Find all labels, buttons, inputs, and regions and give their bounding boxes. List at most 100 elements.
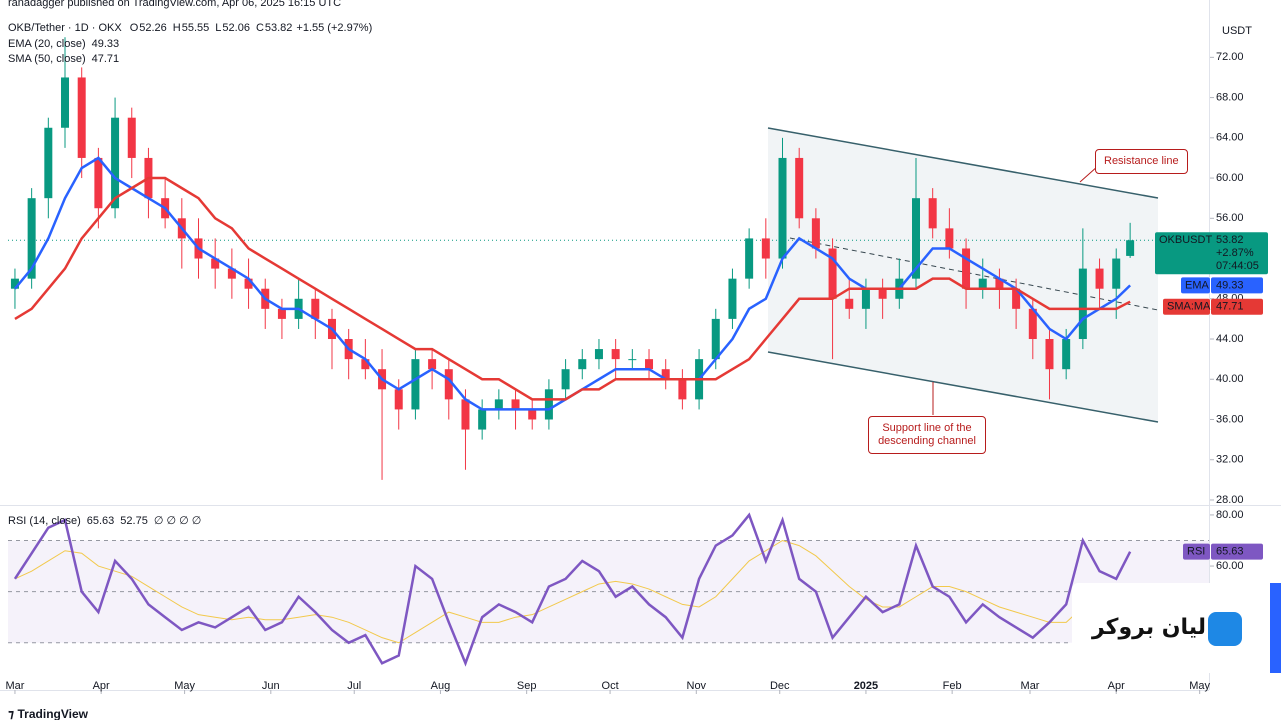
x-tick-label: Aug	[431, 680, 451, 692]
candle-body	[10, 278, 19, 289]
logo-bar	[1270, 583, 1281, 673]
ma-line	[14, 176, 1131, 401]
footer: ⁊ TradingView	[8, 707, 88, 720]
candle-body	[911, 198, 920, 279]
candle-body	[645, 359, 654, 370]
legend-item: 52.06	[222, 22, 250, 34]
tag-value-bg	[1211, 298, 1263, 315]
tag-value: 47.71	[1216, 301, 1244, 313]
y-tick-label: 80.00	[1216, 509, 1244, 521]
candle-body	[678, 379, 687, 400]
candle-body	[111, 117, 120, 209]
y-tick-label: 40.00	[1216, 373, 1244, 385]
publisher: ranadagger published on TradingView.com,…	[8, 0, 341, 9]
candle-body	[628, 359, 637, 361]
candle-body	[77, 77, 86, 158]
candle-body	[928, 198, 937, 229]
x-tick-label: Dec	[770, 680, 790, 692]
tag-name-bg	[1181, 277, 1210, 294]
candle-body	[361, 359, 370, 370]
annotation: Support line of the descending channel	[868, 416, 986, 454]
x-tick-label: Nov	[687, 680, 707, 692]
price-tag-symbol: OKBUSDT	[1159, 234, 1212, 246]
x-tick-label: Sep	[517, 680, 537, 692]
tag-value: 65.63	[1216, 546, 1244, 558]
support-line	[767, 351, 1159, 423]
y-tick-label: 44.00	[1216, 333, 1244, 345]
candle-body	[711, 318, 720, 360]
price-tag-change: +2.87%	[1216, 247, 1254, 259]
logo-icon	[1208, 612, 1242, 646]
price-tag-value: 53.82	[1216, 234, 1244, 246]
candle-body	[461, 399, 470, 430]
tag-name-bg	[1183, 543, 1210, 560]
y-tick-label: 56.00	[1216, 212, 1244, 224]
candle-body	[978, 278, 987, 289]
logo-box: لیان بروکر	[1072, 583, 1270, 673]
legend-item: 47.71	[92, 53, 120, 65]
x-tick-label: May	[1189, 680, 1210, 692]
candle-body	[795, 157, 804, 219]
tag-name: SMA:MA	[1167, 301, 1211, 313]
candle-body	[578, 359, 587, 370]
candle-body	[428, 359, 437, 370]
y-tick-label: 72.00	[1216, 51, 1244, 63]
candle-body	[44, 127, 53, 199]
candle-body	[761, 238, 770, 259]
candle-body	[311, 298, 320, 319]
x-tick-label: Oct	[602, 680, 619, 692]
candle-body	[1012, 288, 1021, 309]
legend-item: 53.82	[265, 22, 293, 34]
candle-body	[728, 278, 737, 319]
candle-body	[861, 288, 870, 309]
legend-item: 52.75	[120, 515, 148, 527]
candle-body	[27, 198, 36, 279]
candle-body	[745, 238, 754, 279]
resistance-line	[767, 127, 1159, 199]
tag-value: 49.33	[1216, 279, 1244, 291]
x-tick-label: Jun	[262, 680, 280, 692]
candle-body	[1078, 268, 1087, 340]
y-tick-label: 36.00	[1216, 413, 1244, 425]
candle-body	[594, 349, 603, 360]
candle-body	[845, 298, 854, 309]
x-tick-label: Apr	[93, 680, 110, 692]
candle-body	[127, 117, 136, 158]
legend-item: H	[173, 22, 181, 34]
legend-item: EMA (20, close)	[8, 38, 86, 50]
candle-body	[511, 399, 520, 410]
rsi-line	[14, 539, 1131, 644]
y-tick-label: 32.00	[1216, 454, 1244, 466]
legend-item: 65.63	[87, 515, 115, 527]
legend-item: 49.33	[92, 38, 120, 50]
candle-body	[61, 77, 70, 128]
candle-body	[945, 228, 954, 249]
y-tick-label: 28.00	[1216, 494, 1244, 506]
x-tick-label: Mar	[5, 680, 24, 692]
candle-body	[811, 218, 820, 249]
candle-body	[528, 409, 537, 420]
x-tick-label: 2025	[854, 680, 878, 692]
x-tick-label: Feb	[943, 680, 962, 692]
candle-body	[661, 369, 670, 380]
x-tick-label: Apr	[1108, 680, 1125, 692]
candle-body	[211, 258, 220, 269]
currency: USDT	[1222, 25, 1252, 37]
tag-name: RSI	[1187, 546, 1205, 558]
candle-body	[962, 248, 971, 289]
logo-text: لیان بروکر	[1092, 615, 1207, 640]
footer-text: TradingView	[17, 707, 88, 720]
candle-body	[995, 278, 1004, 289]
tag-value-bg	[1211, 277, 1263, 294]
annotation: Resistance line	[1095, 149, 1188, 174]
candle-body	[411, 359, 420, 410]
legend-item: ∅ ∅ ∅ ∅	[154, 515, 202, 527]
y-tick-label: 60.00	[1216, 172, 1244, 184]
price-tag-bg	[1155, 232, 1268, 275]
tag-name-bg	[1163, 298, 1210, 315]
candle-body	[1126, 240, 1135, 256]
candle-body	[1028, 308, 1037, 340]
candle-body	[1062, 339, 1071, 370]
